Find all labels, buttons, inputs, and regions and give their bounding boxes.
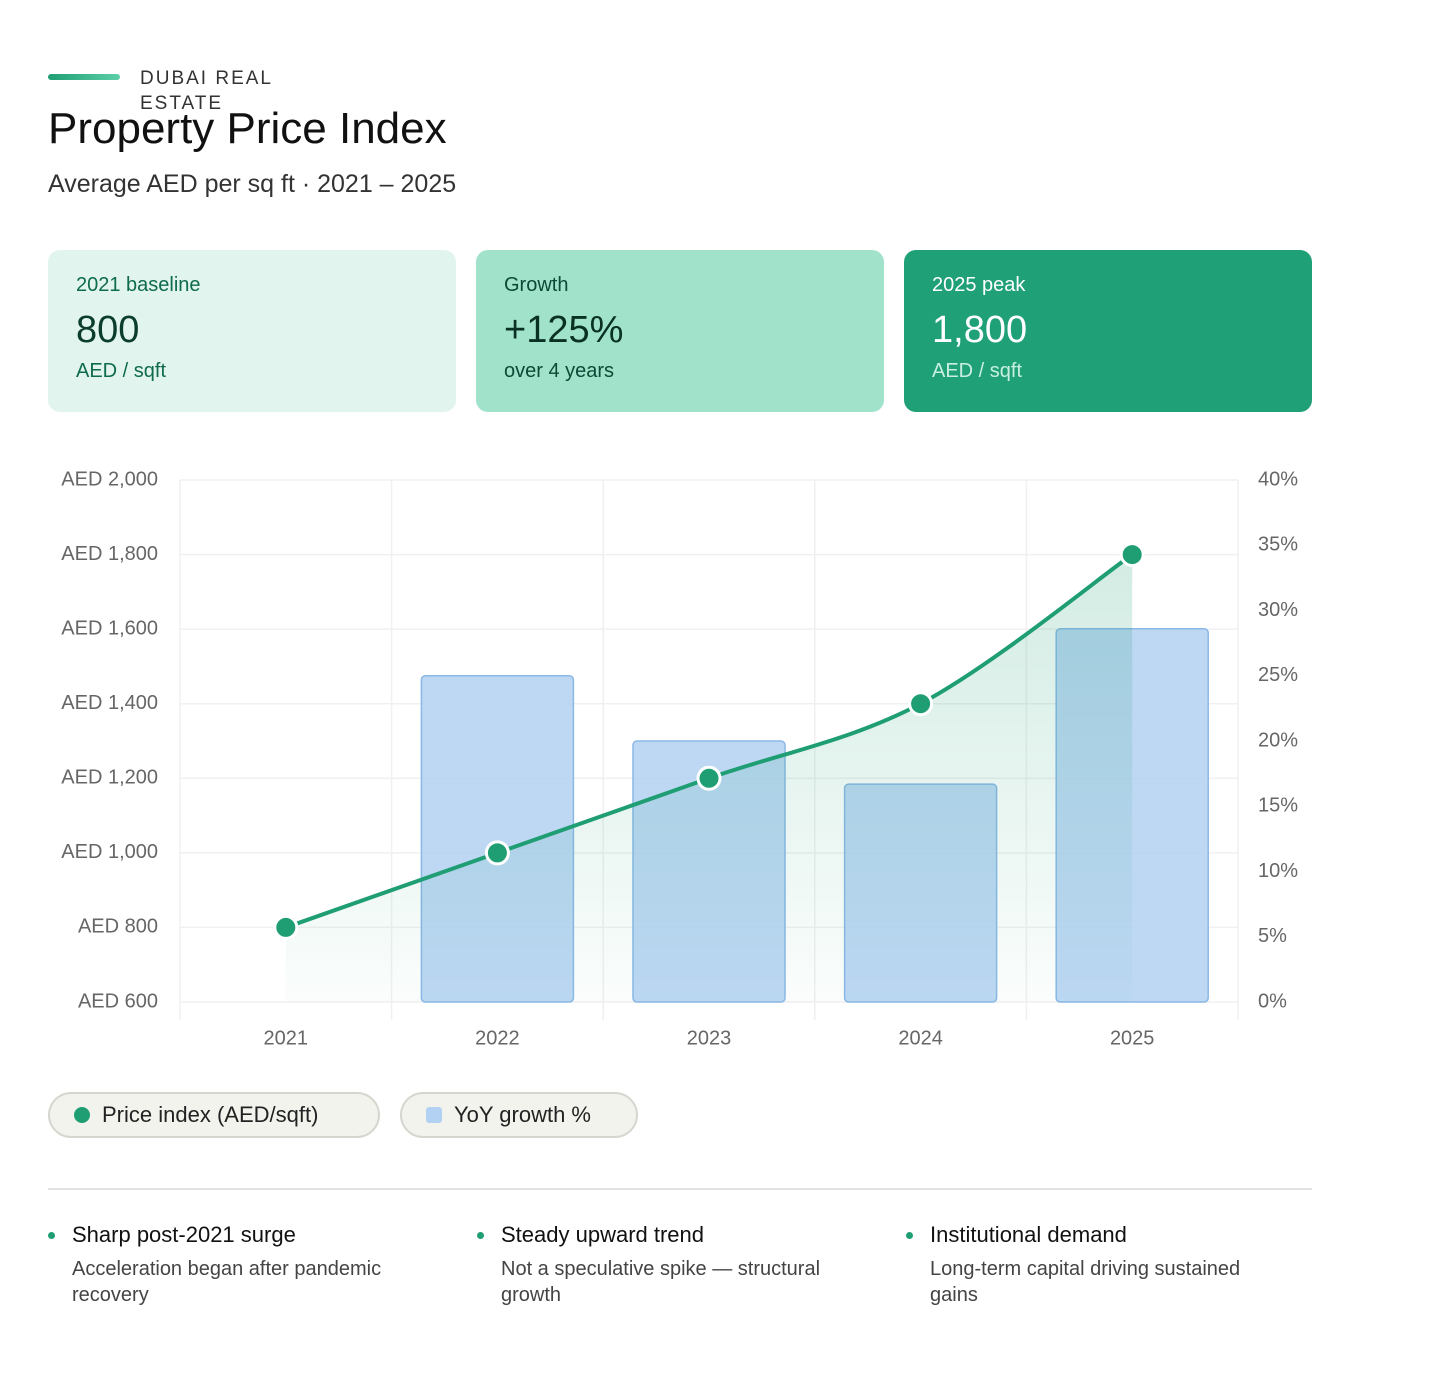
y-tick-label: AED 800: [78, 916, 158, 938]
y-tick-label: AED 600: [78, 990, 158, 1012]
y2-tick-label: 10%: [1258, 860, 1298, 882]
legend-item[interactable]: Price index (AED/sqft): [48, 1092, 380, 1138]
point: [1119, 542, 1145, 568]
kpi-value: +125%: [504, 309, 624, 351]
kpi-label: 2025 peak: [932, 274, 1026, 296]
y2-tick-label: 30%: [1258, 599, 1298, 621]
x-tick-label: 2021: [264, 1027, 309, 1049]
bullet: [477, 1232, 484, 1239]
y2-tick-label: 5%: [1258, 925, 1287, 947]
y-tick-label: AED 1,200: [61, 767, 158, 789]
kpi-label: Growth: [504, 274, 569, 296]
legend-item[interactable]: YoY growth %: [400, 1092, 638, 1138]
point: [908, 691, 934, 717]
bullet: [48, 1232, 55, 1239]
insight: Institutional demand Long-term capital d…: [906, 1222, 1286, 1308]
y-tick-label: AED 1,600: [61, 617, 158, 639]
insight-text: Not a speculative spike — structural gro…: [501, 1258, 821, 1306]
legend-label: YoY growth %: [454, 1102, 591, 1127]
insight: Steady upward trend Not a speculative sp…: [477, 1222, 857, 1308]
legend-swatch: [426, 1107, 442, 1123]
y-tick-label: AED 1,400: [61, 692, 158, 714]
page-title: Property Price Index: [48, 104, 447, 153]
kpi-unit: AED / sqft: [76, 360, 167, 382]
subtitle: Average AED per sq ft · 2021 – 2025: [48, 170, 457, 198]
insight-title: Sharp post-2021 surge: [72, 1222, 296, 1247]
kpi-card: 2021 baseline 800 AED / sqft: [48, 250, 456, 412]
legend-swatch: [74, 1107, 90, 1123]
point: [273, 914, 299, 940]
x-tick-label: 2023: [687, 1027, 732, 1049]
y2-tick-label: 35%: [1258, 534, 1298, 556]
eyebrow-accent: [48, 74, 120, 80]
insight-text: Acceleration began after pandemic recove…: [72, 1258, 382, 1306]
y-tick-label: AED 1,000: [61, 841, 158, 863]
bullet: [906, 1232, 913, 1239]
x-tick-label: 2022: [475, 1027, 520, 1049]
y2-tick-label: 20%: [1258, 729, 1298, 751]
kpi-card: Growth +125% over 4 years: [476, 250, 884, 412]
y2-tick-label: 40%: [1258, 468, 1298, 490]
x-tick-label: 2025: [1110, 1027, 1155, 1049]
kpi-label: 2021 baseline: [76, 274, 201, 296]
insight-title: Steady upward trend: [501, 1222, 705, 1247]
x-tick-label: 2024: [898, 1027, 943, 1049]
kpi-unit: over 4 years: [504, 360, 615, 382]
legend-label: Price index (AED/sqft): [102, 1102, 319, 1127]
eyebrow: DUBAI REAL ESTATE: [140, 68, 273, 114]
insight-text: Long-term capital driving sustained gain…: [930, 1258, 1241, 1306]
y2-tick-label: 25%: [1258, 664, 1298, 686]
kpi-unit: AED / sqft: [932, 360, 1023, 382]
y2-tick-label: 0%: [1258, 990, 1287, 1012]
y-tick-label: AED 2,000: [61, 468, 158, 490]
kpi-card: 2025 peak 1,800 AED / sqft: [904, 250, 1312, 412]
kpi-value: 1,800: [932, 309, 1028, 351]
insight: Sharp post-2021 surge Acceleration began…: [48, 1222, 428, 1308]
point: [484, 840, 510, 866]
kpi-value: 800: [76, 309, 140, 351]
insight-title: Institutional demand: [930, 1222, 1127, 1247]
chart: AED 600 AED 800 AED 1,000 AED 1,200 AED 1,40…: [61, 468, 1298, 1049]
y-tick-label: AED 1,800: [61, 543, 158, 565]
point: [696, 765, 722, 791]
y2-tick-label: 15%: [1258, 795, 1298, 817]
divider: [48, 1188, 1312, 1190]
